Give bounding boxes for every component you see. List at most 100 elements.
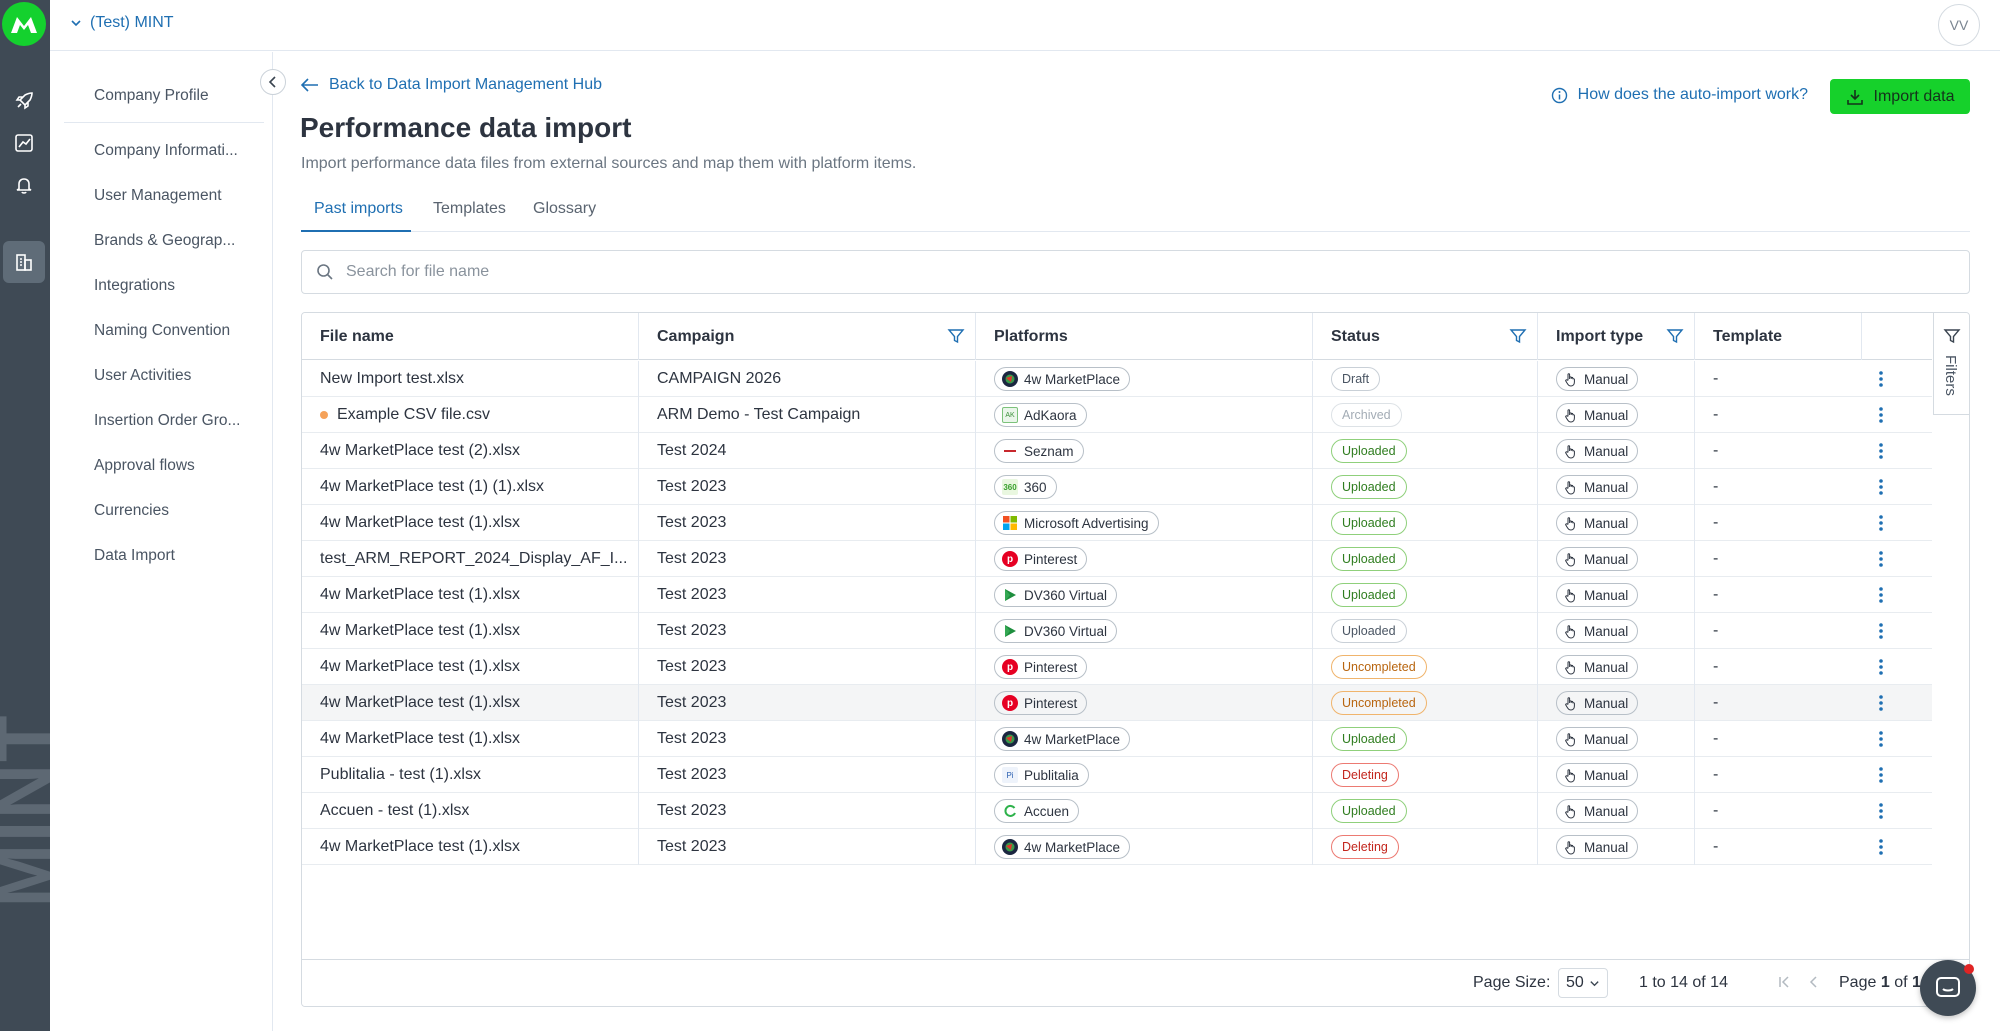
template-name: - [1713,730,1719,747]
cell-status: Uploaded [1313,433,1538,469]
table-row[interactable]: Publitalia - test (1).xlsx Test 2023 Pi Pub… [302,757,1932,793]
sidebar-item-company-information[interactable]: Company Informati... [94,142,238,159]
column-header-import-type[interactable]: Import type [1538,313,1695,360]
table-row[interactable]: 4w MarketPlace test (1).xlsx Test 2023 p Pi… [302,649,1932,685]
first-page-icon[interactable] [1777,972,1791,992]
more-vertical-icon [1879,587,1883,603]
tab-glossary[interactable]: Glossary [533,200,597,217]
sidebar-item-approval-flows[interactable]: Approval flows [94,457,195,474]
back-link[interactable]: Back to Data Import Management Hub [301,76,602,94]
cell-file-name[interactable]: 4w MarketPlace test (1) (1).xlsx [302,469,639,505]
column-header-status[interactable]: Status [1313,313,1538,360]
platform-chip: Pi Publitalia [994,763,1089,787]
table-row[interactable]: 4w MarketPlace test (1) (1).xlsx Test 202… [302,469,1932,505]
page-size-value: 50 [1566,974,1584,991]
cell-campaign: Test 2023 [639,649,976,685]
tab-templates[interactable]: Templates [433,200,506,217]
cell-file-name[interactable]: Accuen - test (1).xlsx [302,793,639,829]
filter-icon[interactable] [1509,327,1527,345]
chat-support-button[interactable] [1920,960,1976,1016]
sidebar-item-company-profile[interactable]: Company Profile [94,87,209,104]
row-actions-button[interactable] [1862,649,1900,685]
platform-chip: 360 360 [994,475,1057,499]
table-row[interactable]: 4w MarketPlace test (1).xlsx Test 2023 DV3… [302,613,1932,649]
table-row[interactable]: 4w MarketPlace test (1).xlsx Test 2023 4w … [302,829,1932,865]
table-row[interactable]: 4w MarketPlace test (1).xlsx Test 2023 DV3… [302,577,1932,613]
row-actions-button[interactable] [1862,793,1900,829]
page-size-select[interactable]: 50 [1558,968,1608,998]
row-actions-button[interactable] [1862,829,1900,865]
cell-file-name[interactable]: 4w MarketPlace test (1).xlsx [302,649,639,685]
cell-file-name[interactable]: test_ARM_REPORT_2024_Display_AF_I... [302,541,639,577]
hand-pointer-icon [1565,660,1575,675]
cell-file-name[interactable]: 4w MarketPlace test (1).xlsx [302,721,639,757]
platform-chip: 4w MarketPlace [994,727,1131,751]
cell-platform: 4w MarketPlace [976,829,1313,865]
search-input[interactable] [346,263,1834,281]
rocket-icon[interactable] [3,80,45,122]
table-row[interactable]: 4w MarketPlace test (1).xlsx Test 2023 Mic… [302,505,1932,541]
sidebar-item-user-management[interactable]: User Management [94,187,222,204]
platform-name: Publitalia [1024,767,1079,783]
collapse-sidebar-button[interactable] [260,69,286,95]
table-row[interactable]: Example CSV file.csv ARM Demo - Test Camp… [302,397,1932,433]
table-row[interactable]: 4w MarketPlace test (1).xlsx Test 2023 4w … [302,721,1932,757]
row-actions-button[interactable] [1862,469,1900,505]
cell-file-name[interactable]: 4w MarketPlace test (1).xlsx [302,613,639,649]
import-type-label: Manual [1584,587,1629,603]
column-header-template[interactable]: Template [1695,313,1862,360]
row-actions-button[interactable] [1862,757,1900,793]
row-actions-button[interactable] [1862,397,1900,433]
sidebar-item-insertion-order-groups[interactable]: Insertion Order Gro... [94,412,241,429]
cell-file-name[interactable]: 4w MarketPlace test (1).xlsx [302,685,639,721]
building-icon[interactable] [3,241,45,283]
row-actions-button[interactable] [1862,505,1900,541]
platform-name: Seznam [1024,443,1074,459]
cell-file-name[interactable]: 4w MarketPlace test (1).xlsx [302,577,639,613]
row-actions-button[interactable] [1862,721,1900,757]
sidebar-item-user-activities[interactable]: User Activities [94,367,192,384]
filter-icon[interactable] [1666,327,1684,345]
table-row[interactable]: 4w MarketPlace test (2).xlsx Test 2024 Sez… [302,433,1932,469]
workspace-switcher[interactable]: (Test) MINT [70,14,174,32]
table-row[interactable]: 4w MarketPlace test (1).xlsx Test 2023 p Pi… [302,685,1932,721]
import-data-button[interactable]: Import data [1830,79,1970,114]
cell-file-name[interactable]: 4w MarketPlace test (1).xlsx [302,505,639,541]
column-header-platforms[interactable]: Platforms [976,313,1313,360]
tab-past-imports[interactable]: Past imports [301,192,411,232]
template-name: - [1713,838,1719,855]
auto-import-help-link[interactable]: How does the auto-import work? [1551,86,1808,104]
row-actions-button[interactable] [1862,361,1900,397]
cell-file-name[interactable]: New Import test.xlsx [302,361,639,397]
cell-file-name[interactable]: Example CSV file.csv [302,397,639,433]
filter-icon[interactable] [947,327,965,345]
cell-campaign: CAMPAIGN 2026 [639,361,976,397]
sidebar-item-naming-convention[interactable]: Naming Convention [94,322,231,339]
column-header-campaign[interactable]: Campaign [639,313,976,360]
sidebar-item-currencies[interactable]: Currencies [94,502,169,519]
column-header-file-name[interactable]: File name [302,313,639,360]
bell-icon[interactable] [3,164,45,206]
filters-panel-toggle[interactable]: Filters [1933,313,1969,415]
table-row[interactable]: New Import test.xlsx CAMPAIGN 2026 4w Mark… [302,361,1932,397]
cell-platform: DV360 Virtual [976,613,1313,649]
chart-icon[interactable] [3,122,45,164]
sidebar-item-brands-geographies[interactable]: Brands & Geograp... [94,232,236,249]
row-actions-button[interactable] [1862,541,1900,577]
prev-page-icon[interactable] [1807,972,1821,992]
import-type-label: Manual [1584,767,1629,783]
cell-file-name[interactable]: 4w MarketPlace test (1).xlsx [302,829,639,865]
template-name: - [1713,478,1719,495]
logo-icon[interactable] [2,2,46,46]
sidebar-item-data-import[interactable]: Data Import [94,547,175,564]
row-actions-button[interactable] [1862,577,1900,613]
row-actions-button[interactable] [1862,613,1900,649]
avatar[interactable]: VV [1938,4,1980,46]
sidebar-item-integrations[interactable]: Integrations [94,277,175,294]
table-row[interactable]: Accuen - test (1).xlsx Test 2023 Accuen Upl… [302,793,1932,829]
row-actions-button[interactable] [1862,433,1900,469]
row-actions-button[interactable] [1862,685,1900,721]
cell-file-name[interactable]: Publitalia - test (1).xlsx [302,757,639,793]
cell-file-name[interactable]: 4w MarketPlace test (2).xlsx [302,433,639,469]
table-row[interactable]: test_ARM_REPORT_2024_Display_AF_I... Test… [302,541,1932,577]
